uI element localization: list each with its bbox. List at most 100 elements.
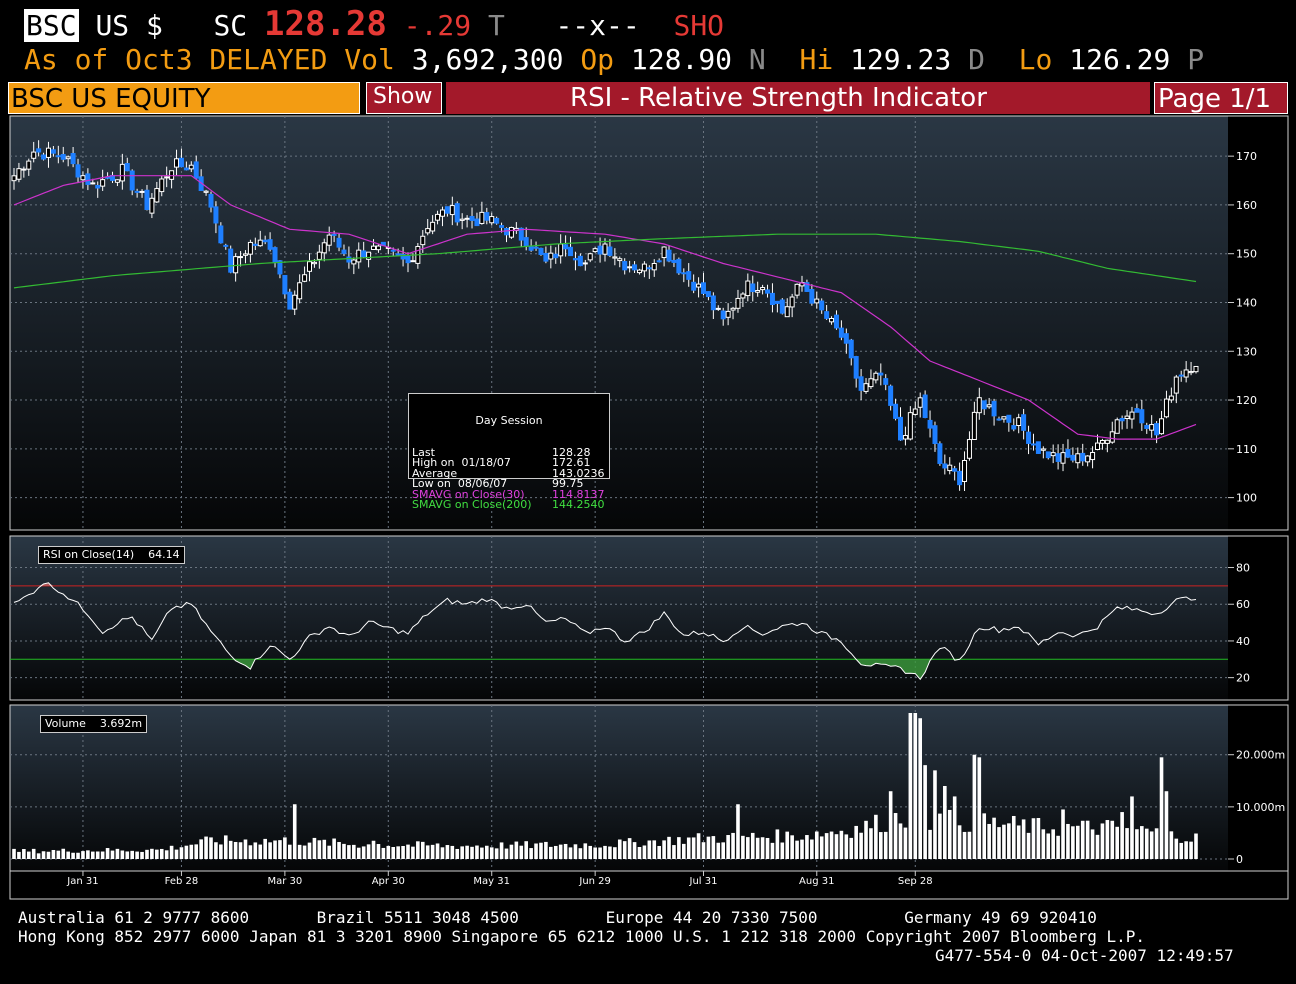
- volume-bar: [371, 840, 376, 859]
- candle-body: [612, 256, 618, 259]
- candle-body: [395, 253, 401, 256]
- candle-body: [193, 161, 199, 179]
- candle-body: [55, 155, 61, 158]
- rsi-panel: [10, 536, 1228, 700]
- candle-body: [858, 376, 864, 391]
- candle-body: [178, 157, 184, 168]
- candle-body: [60, 154, 66, 160]
- candle-body: [499, 225, 505, 228]
- candle-body: [159, 178, 165, 193]
- volume-bar: [475, 845, 479, 859]
- candle-body: [1021, 414, 1027, 431]
- low-value: 126.29: [1069, 43, 1171, 76]
- candle-body: [297, 282, 303, 300]
- volume-bar: [105, 848, 110, 859]
- candle-body: [745, 280, 751, 297]
- volume-bar: [1016, 825, 1021, 859]
- candle-body: [1026, 431, 1032, 444]
- candle-body: [252, 243, 258, 246]
- candle-body: [582, 262, 588, 265]
- legend-heading: Day Session: [475, 414, 543, 427]
- volume-bar: [672, 845, 676, 859]
- candle-body: [469, 215, 475, 221]
- candle-body: [316, 251, 322, 260]
- candle-body: [375, 245, 381, 251]
- x-tick-label: Mar 30: [267, 876, 302, 887]
- candle-body: [912, 408, 918, 415]
- volume-bar: [682, 843, 686, 859]
- volume-bar: [347, 845, 351, 859]
- candle-body: [750, 283, 756, 293]
- candle-body: [321, 242, 327, 254]
- page-indicator[interactable]: Page 1/1: [1154, 82, 1288, 114]
- candle-body: [405, 255, 411, 264]
- candle-body: [1040, 448, 1046, 451]
- candle-body: [311, 261, 317, 265]
- volume-bar: [130, 850, 134, 859]
- candle-body: [1173, 376, 1179, 394]
- candle-body: [464, 217, 470, 220]
- candle-body: [1045, 451, 1051, 459]
- candle-body: [489, 216, 495, 224]
- volume-bar: [332, 838, 336, 859]
- volume-bar: [31, 848, 36, 859]
- volume-bar: [416, 841, 420, 859]
- candle-body: [1006, 414, 1012, 423]
- open-value: 128.90: [630, 43, 733, 76]
- volume-bar: [342, 843, 346, 859]
- candle-body: [705, 291, 711, 298]
- candle-body: [425, 228, 431, 234]
- candle-body: [1075, 453, 1081, 464]
- volume-bar: [194, 844, 199, 859]
- legend-row-value: 144.2540: [552, 498, 605, 511]
- volume-bar: [1174, 838, 1179, 859]
- volume-bar: [56, 850, 61, 859]
- volume-bar: [214, 842, 218, 859]
- volume-bar: [943, 786, 947, 859]
- candle-body: [597, 245, 603, 255]
- candle-body: [1090, 451, 1096, 461]
- candle-body: [307, 261, 312, 272]
- candle-body: [1119, 417, 1125, 422]
- volume-bar: [593, 847, 597, 859]
- price-tick-label: 120: [1236, 394, 1257, 407]
- candle-body: [331, 233, 337, 236]
- legend-row-value: 143.0236: [552, 466, 605, 480]
- candle-body: [435, 213, 441, 221]
- volume-bar: [608, 846, 612, 859]
- candle-body: [100, 179, 106, 187]
- volume-bar: [1125, 828, 1129, 859]
- volume-bar: [179, 847, 184, 859]
- volume-bar: [613, 847, 617, 859]
- volume-bar: [558, 844, 563, 859]
- day-session-legend: Day Session Last 128.28 High on 01/18/07 17…: [408, 393, 610, 510]
- volume-bar: [583, 843, 588, 859]
- candle-body: [779, 299, 785, 314]
- legend-row-label: SMAVG on Close(200): [412, 498, 532, 511]
- candle-body: [75, 164, 81, 178]
- volume-bar: [1011, 815, 1016, 859]
- volume-bar: [928, 829, 932, 859]
- candle-body: [691, 281, 697, 291]
- candle-body: [247, 241, 253, 255]
- volume-bar: [356, 847, 361, 859]
- ticker-symbol[interactable]: BSC: [24, 9, 79, 42]
- candle-body: [843, 333, 849, 344]
- candle-body: [1085, 455, 1091, 463]
- volume-bar: [1120, 812, 1124, 859]
- rsi-tick-label: 20: [1236, 672, 1250, 685]
- candle-body: [592, 248, 598, 253]
- show-button[interactable]: Show: [366, 82, 442, 114]
- candle-body: [656, 260, 662, 263]
- legend-row-label: Low on 08/06/07: [412, 477, 508, 490]
- candle-body: [1030, 443, 1036, 446]
- candle-body: [65, 156, 71, 160]
- volume-bar: [667, 836, 671, 859]
- candle-body: [523, 237, 529, 247]
- candle-body: [1159, 418, 1165, 435]
- security-field[interactable]: BSC US EQUITY: [8, 82, 360, 114]
- volume-bar: [228, 840, 233, 859]
- volume-bar: [893, 813, 898, 859]
- volume-bar: [238, 842, 243, 859]
- volume-bar: [844, 834, 849, 859]
